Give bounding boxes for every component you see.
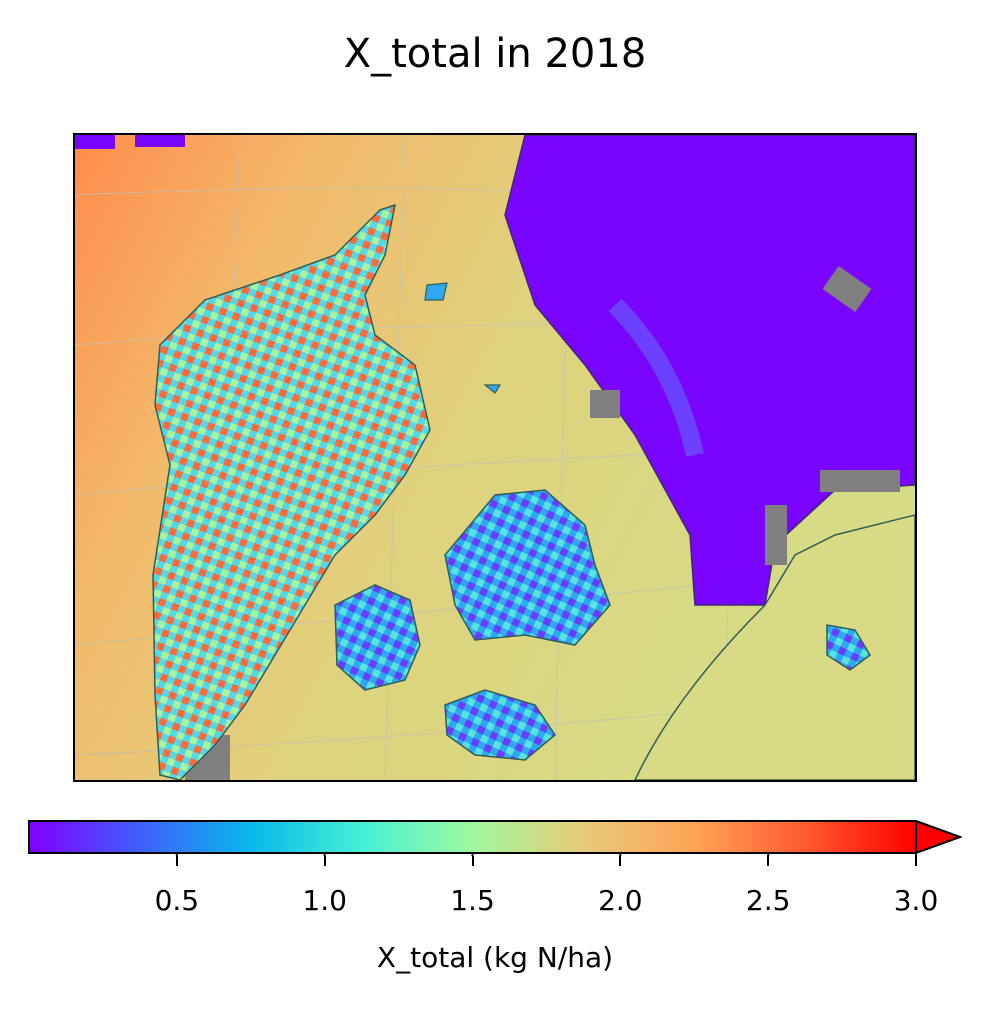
colorbar-tick-label: 1.5 bbox=[450, 884, 495, 917]
colorbar-tick-mark bbox=[767, 856, 770, 866]
colorbar-tick-label: 0.5 bbox=[154, 884, 200, 917]
chart-title: X_total in 2018 bbox=[343, 31, 647, 77]
colorbar-tick-mark bbox=[471, 856, 474, 866]
jutland-land bbox=[152, 203, 431, 780]
corner-cells bbox=[75, 135, 185, 149]
colorbar-gradient bbox=[28, 820, 917, 854]
laeso-island bbox=[424, 282, 448, 301]
sweden-region bbox=[504, 135, 915, 606]
colorbar-tick-label: 2.5 bbox=[745, 884, 791, 917]
scania-land bbox=[634, 514, 915, 780]
zealand-island bbox=[444, 489, 611, 646]
colorbar bbox=[28, 819, 963, 856]
colorbar-tick-mark bbox=[915, 856, 917, 866]
map-panel bbox=[73, 133, 917, 782]
map-svg bbox=[75, 135, 915, 780]
lolland-island bbox=[444, 689, 556, 761]
colorbar-tick-mark bbox=[175, 856, 178, 866]
bornholm-island bbox=[826, 624, 871, 671]
colorbar-label: X_total (kg N/ha) bbox=[376, 941, 614, 974]
funen-island bbox=[334, 584, 421, 691]
colorbar-tick-label: 3.0 bbox=[893, 884, 939, 917]
colorbar-extend-arrow bbox=[915, 819, 963, 855]
anholt-island bbox=[483, 384, 502, 394]
colorbar-tick-mark bbox=[619, 856, 622, 866]
colorbar-ticks bbox=[175, 853, 917, 856]
colorbar-tick-label: 1.0 bbox=[302, 884, 347, 917]
colorbar-tick-mark bbox=[323, 856, 326, 866]
colorbar-tick-label: 2.0 bbox=[598, 884, 643, 917]
